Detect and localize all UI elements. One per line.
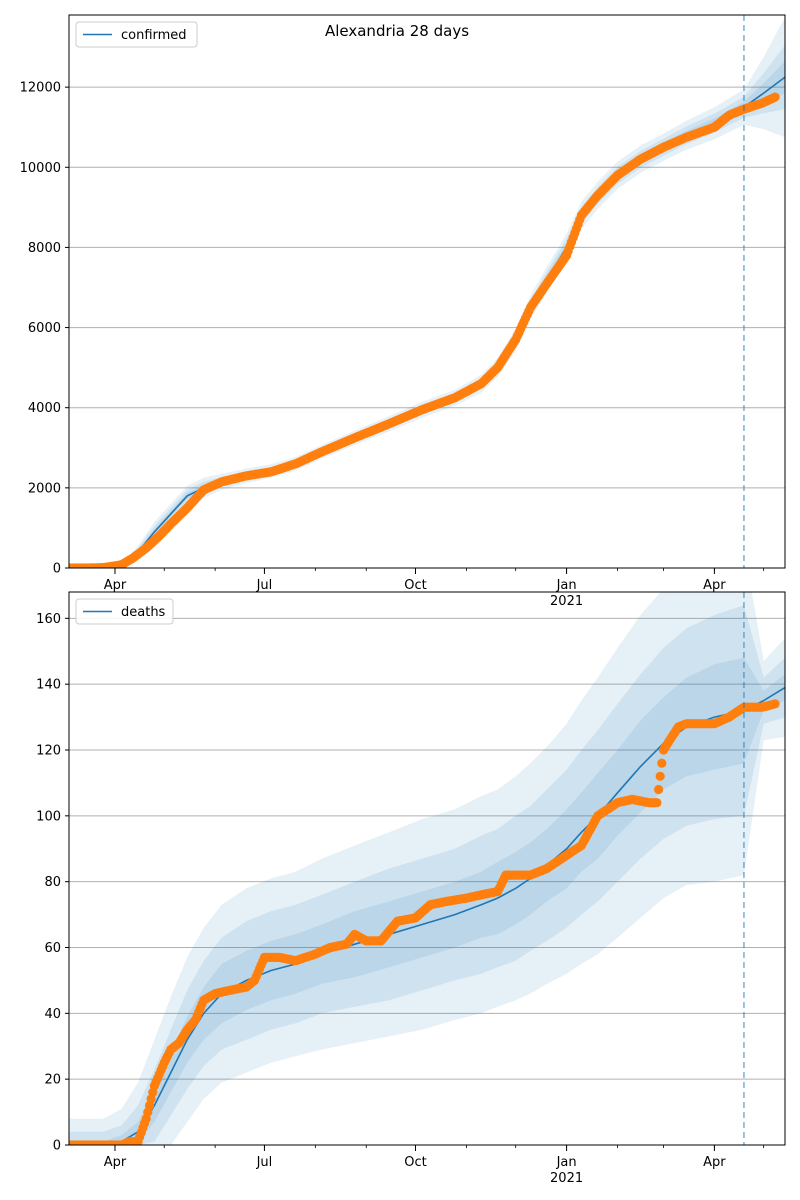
uncertainty-band — [69, 605, 785, 1145]
y-tick-label: 60 — [44, 941, 61, 956]
uncertainty-band — [69, 45, 785, 568]
confirmed-panel: 0 2000 4000 6000 8000 10000 12000 Apr Jul Oct Jan2… — [20, 14, 786, 609]
x-tick-label: Apr — [104, 578, 127, 593]
y-tick-label: 10000 — [20, 161, 61, 176]
legend-box — [75, 21, 198, 48]
x-tick-label: Oct — [404, 1155, 426, 1170]
y-tick-label: 160 — [36, 612, 61, 627]
x-tick-label: Jan — [556, 578, 577, 593]
x-tick-label: Apr — [703, 578, 726, 593]
y-tick-label: 20 — [44, 1073, 61, 1088]
x-tick-sublabel: 2021 — [550, 594, 583, 609]
model-line — [69, 686, 785, 1145]
y-tick-label: 0 — [53, 562, 61, 577]
x-tick-sublabel: 2021 — [550, 1171, 583, 1186]
x-tick-label: Jul — [256, 578, 273, 593]
y-tick-label: 40 — [44, 1007, 61, 1022]
y-tick-label: 2000 — [28, 481, 61, 496]
observed-point — [654, 784, 664, 795]
y-tick-label: 12000 — [20, 81, 61, 96]
y-tick-label: 120 — [36, 744, 61, 759]
legend: deaths — [75, 598, 174, 625]
y-tick-label: 4000 — [28, 401, 61, 416]
uncertainty-band — [69, 657, 785, 1145]
legend: confirmed — [75, 21, 198, 48]
legend-box — [75, 598, 174, 625]
observed-point — [652, 798, 662, 808]
observed-point — [770, 699, 780, 709]
observed-point — [655, 771, 665, 781]
legend-label: confirmed — [121, 28, 187, 43]
y-tick-label: 100 — [36, 809, 61, 824]
y-tick-label: 6000 — [28, 321, 61, 336]
y-tick-label: 0 — [53, 1139, 61, 1154]
axes-frame — [68, 14, 786, 569]
uncertainty-band — [69, 17, 785, 568]
y-tick-label: 8000 — [28, 241, 61, 256]
x-tick-label: Jul — [256, 1155, 273, 1170]
y-tick-label: 80 — [44, 875, 61, 890]
legend-label: deaths — [121, 605, 166, 620]
x-tick-label: Apr — [104, 1155, 127, 1170]
chart-title: Alexandria 28 days — [325, 22, 469, 40]
y-tick-label: 140 — [36, 678, 61, 693]
x-tick-label: Jan — [556, 1155, 577, 1170]
observed-point — [657, 758, 667, 768]
observed-point — [770, 92, 780, 102]
uncertainty-band — [69, 592, 785, 1145]
x-tick-label: Apr — [703, 1155, 726, 1170]
x-tick-label: Oct — [404, 578, 426, 593]
axes-frame — [68, 591, 786, 1146]
